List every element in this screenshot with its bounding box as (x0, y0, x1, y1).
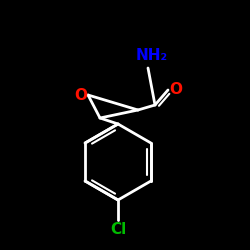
Text: O: O (170, 82, 182, 98)
Text: Cl: Cl (110, 222, 126, 238)
Text: NH₂: NH₂ (136, 48, 168, 64)
Text: O: O (74, 88, 88, 102)
